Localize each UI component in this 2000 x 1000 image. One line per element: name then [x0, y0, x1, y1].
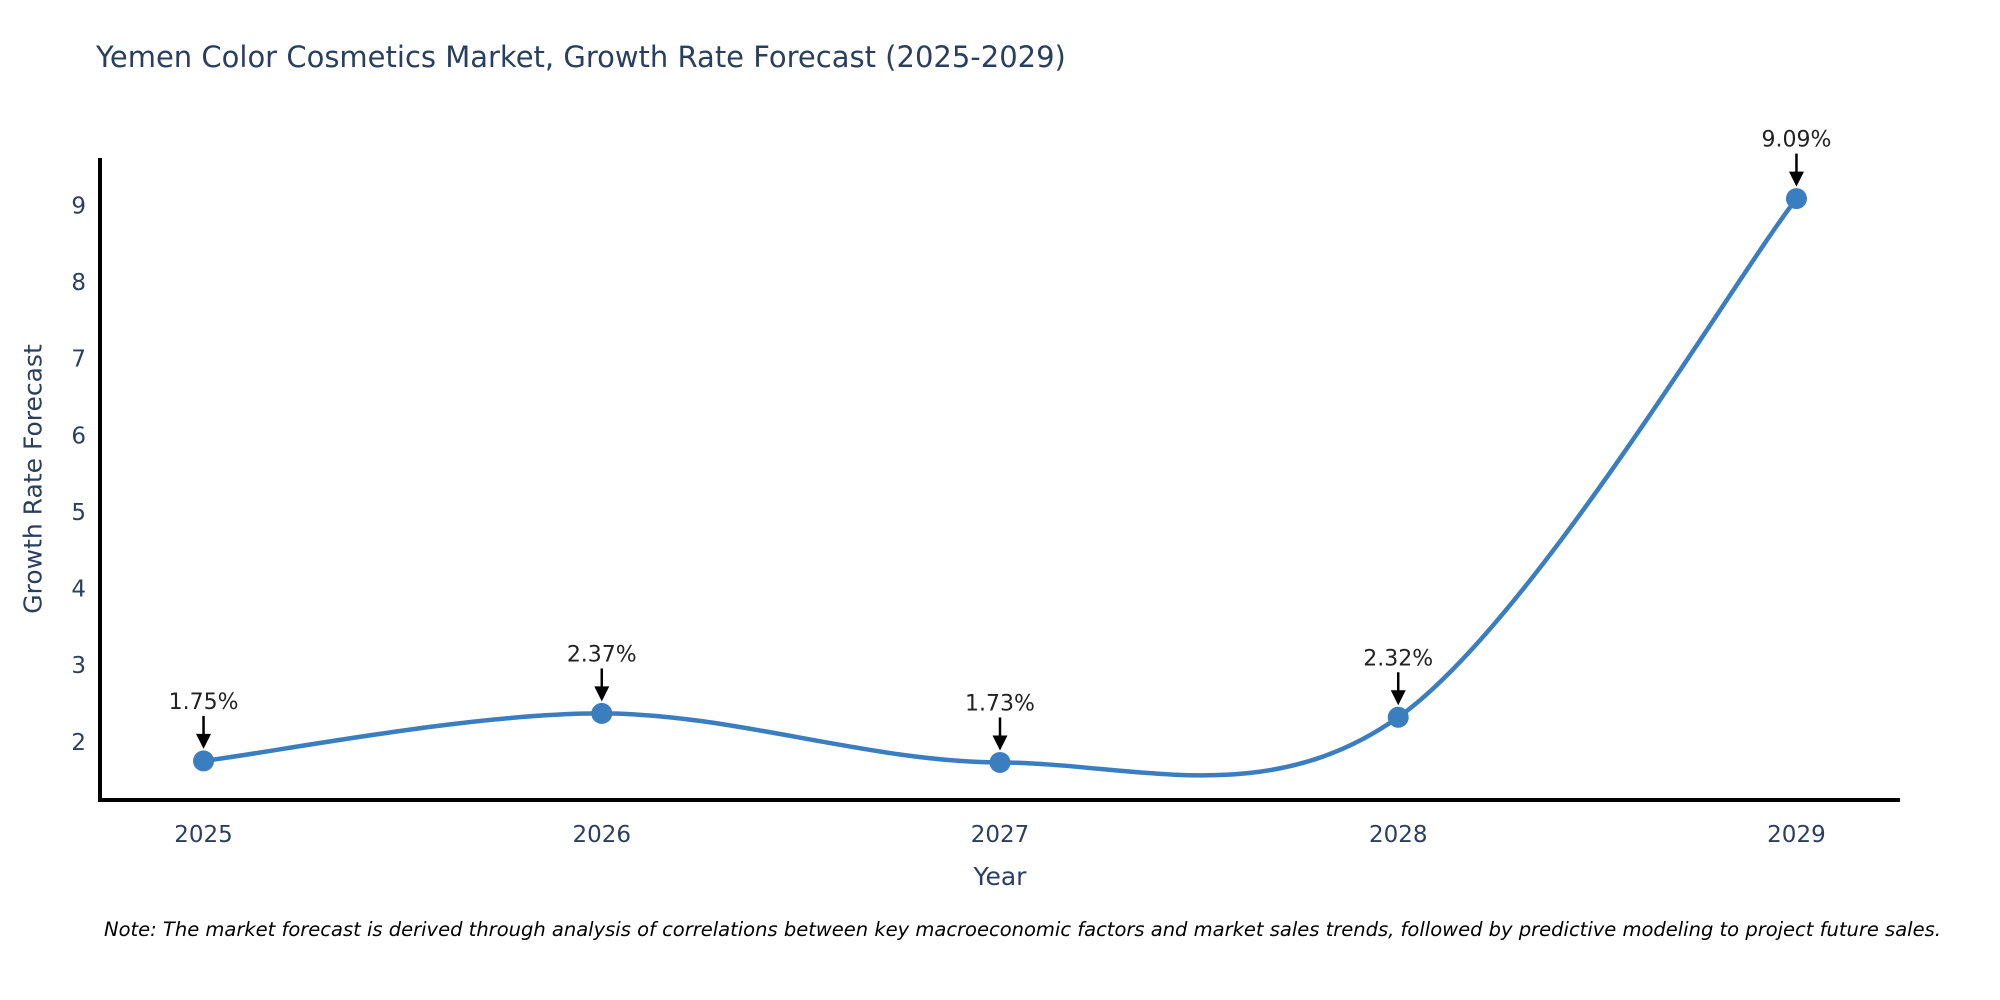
y-tick-label: 9 [71, 193, 86, 219]
y-axis-title: Growth Rate Forecast [18, 344, 48, 614]
data-point-2027 [989, 751, 1011, 773]
x-tick-label: 2028 [1369, 822, 1428, 848]
data-point-2028 [1387, 706, 1409, 728]
x-tick-label: 2026 [572, 822, 631, 848]
x-tick-label: 2025 [174, 822, 233, 848]
annotation-arrowhead-icon [594, 686, 610, 702]
annotation-label: 2.37% [567, 642, 637, 667]
annotation-label: 1.75% [169, 690, 239, 715]
y-tick-label: 3 [71, 653, 86, 679]
annotation-arrowhead-icon [992, 735, 1008, 751]
x-tick-label: 2029 [1767, 822, 1826, 848]
data-point-2025 [193, 750, 215, 772]
y-tick-label: 2 [71, 730, 86, 756]
x-tick-label: 2027 [971, 822, 1030, 848]
annotation-arrowhead-icon [1390, 690, 1406, 706]
annotation-label: 9.09% [1762, 128, 1832, 153]
annotation-arrowhead-icon [196, 733, 212, 749]
y-tick-label: 8 [71, 270, 86, 296]
annotation-label: 1.73% [965, 691, 1035, 716]
y-tick-label: 7 [71, 347, 86, 373]
data-point-2026 [591, 702, 613, 724]
series-line [201, 196, 1799, 778]
data-point-2029 [1785, 188, 1807, 210]
annotation-label: 2.32% [1363, 646, 1433, 671]
chart-title: Yemen Color Cosmetics Market, Growth Rat… [96, 40, 1066, 74]
y-tick-label: 6 [71, 423, 86, 449]
annotation-arrowhead-icon [1788, 171, 1804, 187]
y-tick-label: 4 [71, 577, 86, 603]
chart-footnote: Note: The market forecast is derived thr… [104, 918, 1941, 941]
y-tick-label: 5 [71, 500, 86, 526]
x-axis-title: Year [973, 862, 1027, 891]
